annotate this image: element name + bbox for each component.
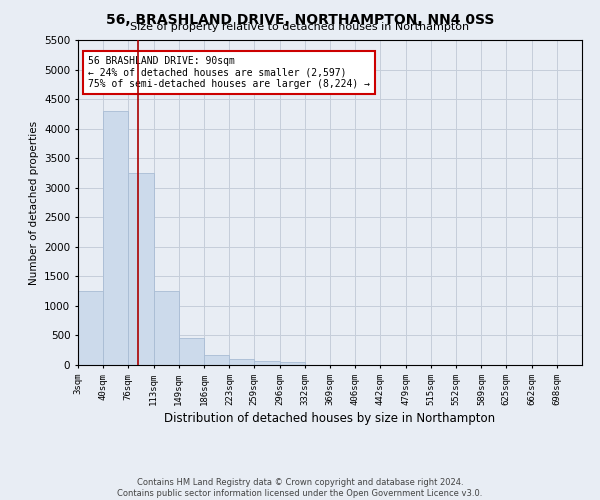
Bar	[154, 291, 179, 365]
Bar	[280, 362, 305, 365]
Bar	[179, 338, 204, 365]
Y-axis label: Number of detached properties: Number of detached properties	[29, 120, 38, 284]
Bar	[128, 173, 154, 365]
X-axis label: Distribution of detached houses by size in Northampton: Distribution of detached houses by size …	[164, 412, 496, 425]
Text: Contains HM Land Registry data © Crown copyright and database right 2024.
Contai: Contains HM Land Registry data © Crown c…	[118, 478, 482, 498]
Text: Size of property relative to detached houses in Northampton: Size of property relative to detached ho…	[130, 22, 470, 32]
Bar	[103, 111, 128, 365]
Text: 56, BRASHLAND DRIVE, NORTHAMPTON, NN4 0SS: 56, BRASHLAND DRIVE, NORTHAMPTON, NN4 0S…	[106, 12, 494, 26]
Bar	[204, 354, 229, 365]
Text: 56 BRASHLAND DRIVE: 90sqm
← 24% of detached houses are smaller (2,597)
75% of se: 56 BRASHLAND DRIVE: 90sqm ← 24% of detac…	[88, 56, 370, 90]
Bar	[229, 359, 254, 365]
Bar	[254, 360, 280, 365]
Bar	[78, 291, 103, 365]
